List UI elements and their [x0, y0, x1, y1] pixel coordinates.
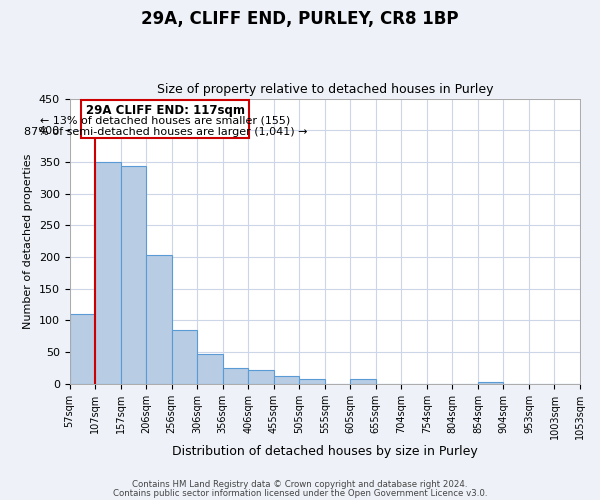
Bar [248, 370, 274, 384]
Bar [121, 166, 146, 384]
Text: ← 13% of detached houses are smaller (155): ← 13% of detached houses are smaller (15… [40, 116, 290, 126]
Text: 29A CLIFF END: 117sqm: 29A CLIFF END: 117sqm [86, 104, 245, 118]
Text: 87% of semi-detached houses are larger (1,041) →: 87% of semi-detached houses are larger (… [23, 127, 307, 137]
Text: 29A, CLIFF END, PURLEY, CR8 1BP: 29A, CLIFF END, PURLEY, CR8 1BP [141, 10, 459, 28]
Bar [70, 314, 95, 384]
Bar [146, 255, 172, 384]
X-axis label: Distribution of detached houses by size in Purley: Distribution of detached houses by size … [172, 444, 478, 458]
Text: Contains HM Land Registry data © Crown copyright and database right 2024.: Contains HM Land Registry data © Crown c… [132, 480, 468, 489]
Y-axis label: Number of detached properties: Number of detached properties [23, 154, 33, 329]
FancyBboxPatch shape [81, 100, 250, 138]
Bar [172, 330, 197, 384]
Title: Size of property relative to detached houses in Purley: Size of property relative to detached ho… [157, 83, 493, 96]
Bar [223, 368, 248, 384]
Bar [478, 382, 503, 384]
Bar [350, 380, 376, 384]
Bar [299, 380, 325, 384]
Bar [197, 354, 223, 384]
Bar [274, 376, 299, 384]
Text: Contains public sector information licensed under the Open Government Licence v3: Contains public sector information licen… [113, 488, 487, 498]
Bar [95, 162, 121, 384]
